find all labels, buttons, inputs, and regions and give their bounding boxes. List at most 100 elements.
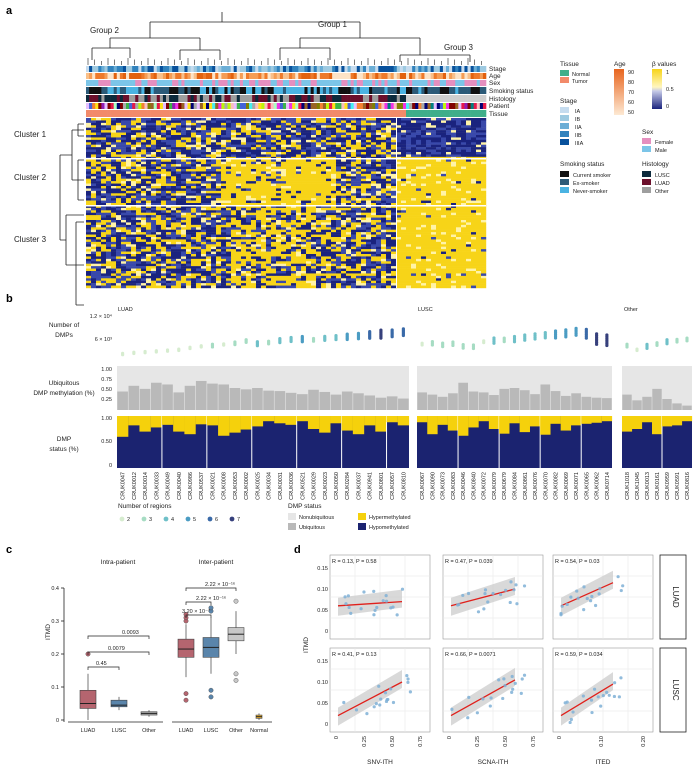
heatmap-cell	[326, 218, 331, 221]
heatmap-cell	[256, 118, 261, 121]
track-cell-sex	[234, 80, 237, 86]
heatmap-cell	[361, 232, 366, 235]
heatmap-cell	[381, 123, 386, 126]
heatmap-cell	[106, 154, 111, 157]
heatmap-cell	[86, 232, 91, 235]
annotation-track-labels: Stage Age Sex Smoking status Histology P…	[489, 66, 534, 118]
heatmap-cell	[101, 225, 106, 228]
heatmap-cell	[306, 210, 311, 213]
heatmap-cell	[251, 188, 256, 191]
heatmap-cell	[401, 154, 406, 157]
heatmap-cell	[441, 162, 446, 165]
track-cell-tissue	[218, 110, 221, 117]
heatmap-cell	[446, 171, 451, 174]
heatmap-cell	[361, 196, 366, 199]
heatmap-cell	[326, 215, 331, 218]
heatmap-cell	[461, 120, 466, 123]
heatmap-cell	[241, 227, 246, 230]
heatmap-cell	[416, 237, 421, 240]
heatmap-cell	[416, 152, 421, 155]
heatmap-cell	[366, 235, 371, 238]
heatmap-cell	[151, 210, 156, 213]
track-cell-histology	[326, 95, 329, 102]
heatmap-cell	[381, 150, 386, 153]
heatmap-cell	[236, 125, 241, 128]
heatmap-cell	[106, 145, 111, 148]
heatmap-cell	[226, 188, 231, 191]
heatmap-cell	[156, 186, 161, 189]
track-cell-age	[443, 73, 446, 79]
track-cell-tissue	[261, 110, 264, 117]
track-cell-stage	[224, 66, 227, 72]
track-cell-histology	[375, 95, 378, 102]
heatmap-cell	[331, 191, 336, 194]
track-cell-histology	[351, 95, 354, 102]
track-cell-stage	[114, 66, 117, 72]
heatmap-cell	[306, 237, 311, 240]
heatmap-cell	[206, 227, 211, 230]
heatmap-cell	[176, 222, 181, 225]
heatmap-cell	[221, 227, 226, 230]
track-cell-smoking	[403, 87, 406, 94]
heatmap-cell	[211, 188, 216, 191]
heatmap-cell	[251, 196, 256, 199]
heatmap-cell	[376, 171, 381, 174]
heatmap-cell	[466, 184, 471, 187]
heatmap-cell	[416, 191, 421, 194]
heatmap-cell	[196, 125, 201, 128]
heatmap-cell	[131, 164, 136, 167]
heatmap-cell	[256, 213, 261, 216]
heatmap-cell	[221, 220, 226, 223]
heatmap-cell	[326, 210, 331, 213]
heatmap-cell	[256, 193, 261, 196]
heatmap-cell	[286, 128, 291, 131]
heatmap-cell	[426, 152, 431, 155]
heatmap-cell	[296, 137, 301, 140]
track-cell-sex	[191, 80, 194, 86]
heatmap-cell	[266, 159, 271, 162]
heatmap-cell	[131, 232, 136, 235]
heatmap-cell	[336, 162, 341, 165]
heatmap-cell	[176, 215, 181, 218]
heatmap-cell	[206, 154, 211, 157]
track-cell-sex	[363, 80, 366, 86]
heatmap-cell	[371, 120, 376, 123]
heatmap-cell	[481, 215, 486, 218]
heatmap-cell	[256, 142, 261, 145]
track-cell-smoking	[157, 87, 160, 94]
heatmap-cell	[171, 171, 176, 174]
heatmap-cell	[146, 128, 151, 131]
track-cell-histology	[188, 95, 191, 102]
heatmap-cell	[336, 169, 341, 172]
heatmap-cell	[206, 184, 211, 187]
track-cell-stage	[108, 66, 111, 72]
heatmap-cell	[191, 210, 196, 213]
heatmap-cell	[441, 171, 446, 174]
heatmap-cell	[201, 191, 206, 194]
heatmap-cell	[271, 227, 276, 230]
heatmap-cell	[166, 174, 171, 177]
track-cell-age	[304, 73, 307, 79]
heatmap-cell	[351, 193, 356, 196]
heatmap-cell	[341, 213, 346, 216]
heatmap-cell	[356, 220, 361, 223]
heatmap-cell	[356, 181, 361, 184]
heatmap-cell	[206, 142, 211, 145]
heatmap-cell	[326, 128, 331, 131]
heatmap-cell	[211, 232, 216, 235]
heatmap-cell	[131, 186, 136, 189]
heatmap-cell	[331, 164, 336, 167]
heatmap-cell	[336, 193, 341, 196]
heatmap-cell	[226, 118, 231, 121]
heatmap-cell	[406, 232, 411, 235]
heatmap-cell	[301, 162, 306, 165]
heatmap-cell	[426, 176, 431, 179]
track-cell-smoking	[437, 87, 440, 94]
heatmap-cell	[366, 188, 371, 191]
heatmap-cell	[186, 145, 191, 148]
heatmap-cell	[441, 215, 446, 218]
track-cell-stage	[384, 66, 387, 72]
heatmap-cell	[96, 188, 101, 191]
heatmap-cell	[171, 152, 176, 155]
heatmap-cell	[221, 188, 226, 191]
